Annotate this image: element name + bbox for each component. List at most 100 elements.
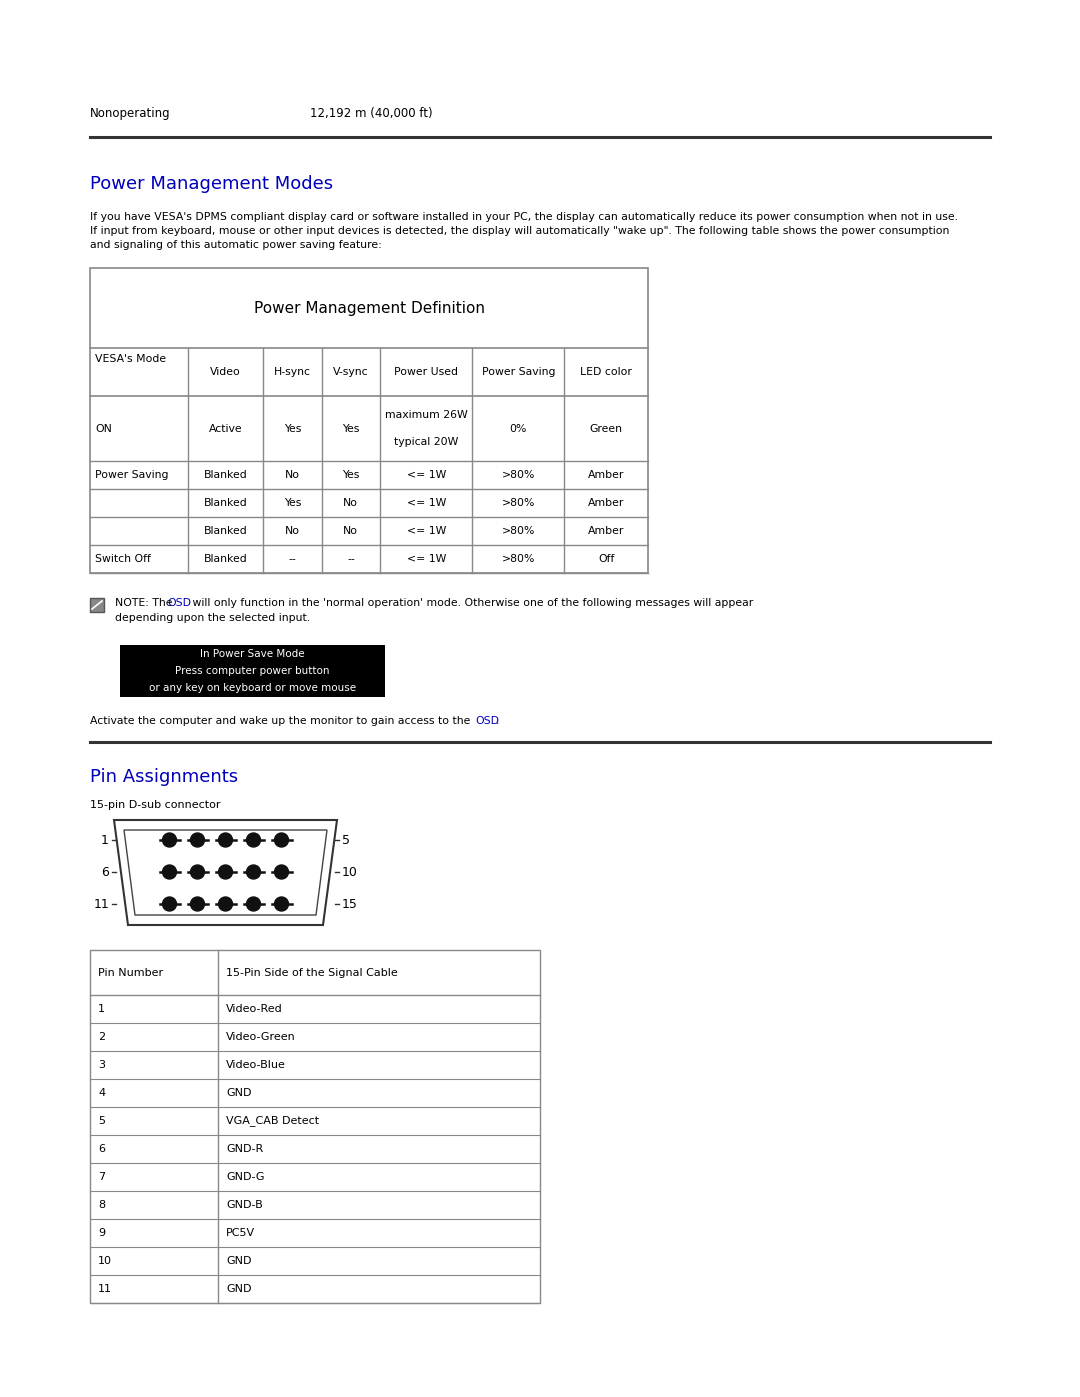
- Text: 8: 8: [98, 1200, 105, 1210]
- Text: <= 1W: <= 1W: [406, 555, 446, 564]
- Text: <= 1W: <= 1W: [406, 497, 446, 509]
- Text: No: No: [285, 527, 300, 536]
- Text: In Power Save Mode: In Power Save Mode: [200, 648, 305, 658]
- Text: >80%: >80%: [501, 555, 535, 564]
- Text: 6: 6: [102, 866, 109, 879]
- Text: Yes: Yes: [284, 497, 301, 509]
- Text: 11: 11: [98, 1284, 112, 1294]
- Text: .: .: [496, 717, 499, 726]
- Text: maximum 26W

typical 20W: maximum 26W typical 20W: [384, 411, 468, 447]
- FancyBboxPatch shape: [120, 645, 384, 697]
- Text: No: No: [285, 469, 300, 481]
- Circle shape: [162, 897, 176, 911]
- Text: GND-B: GND-B: [226, 1200, 264, 1210]
- Text: Yes: Yes: [342, 423, 360, 433]
- Text: Switch Off: Switch Off: [95, 555, 151, 564]
- Text: 5: 5: [98, 1116, 105, 1126]
- Text: Yes: Yes: [342, 469, 360, 481]
- Circle shape: [218, 833, 232, 847]
- Text: Yes: Yes: [284, 423, 301, 433]
- Text: Video-Green: Video-Green: [226, 1032, 296, 1042]
- Text: Power Management Definition: Power Management Definition: [254, 300, 485, 316]
- Text: If you have VESA's DPMS compliant display card or software installed in your PC,: If you have VESA's DPMS compliant displa…: [90, 212, 958, 222]
- Text: H-sync: H-sync: [273, 367, 311, 377]
- Text: LED color: LED color: [580, 367, 632, 377]
- Text: Blanked: Blanked: [203, 497, 247, 509]
- Text: Blanked: Blanked: [203, 527, 247, 536]
- Text: <= 1W: <= 1W: [406, 469, 446, 481]
- Circle shape: [190, 865, 204, 879]
- Circle shape: [162, 833, 176, 847]
- Text: GND: GND: [226, 1088, 252, 1098]
- Text: Power Saving: Power Saving: [482, 367, 555, 377]
- Text: Amber: Amber: [588, 527, 624, 536]
- FancyBboxPatch shape: [90, 268, 648, 573]
- Text: 15-pin D-sub connector: 15-pin D-sub connector: [90, 800, 220, 810]
- Text: PC5V: PC5V: [226, 1228, 255, 1238]
- Text: Power Management Modes: Power Management Modes: [90, 175, 333, 193]
- Text: 10: 10: [98, 1256, 112, 1266]
- Text: Active: Active: [208, 423, 242, 433]
- Text: 0%: 0%: [510, 423, 527, 433]
- Circle shape: [246, 833, 260, 847]
- Text: --: --: [347, 555, 354, 564]
- Text: Amber: Amber: [588, 469, 624, 481]
- Text: VESA's Mode: VESA's Mode: [95, 353, 166, 365]
- Text: 15: 15: [342, 897, 357, 911]
- Text: GND-R: GND-R: [226, 1144, 264, 1154]
- Text: NOTE: The: NOTE: The: [114, 598, 176, 608]
- Text: OSD: OSD: [475, 717, 499, 726]
- Text: >80%: >80%: [501, 469, 535, 481]
- Circle shape: [218, 865, 232, 879]
- Text: Activate the computer and wake up the monitor to gain access to the: Activate the computer and wake up the mo…: [90, 717, 474, 726]
- Text: Blanked: Blanked: [203, 555, 247, 564]
- Text: Nonoperating: Nonoperating: [90, 108, 171, 120]
- Text: 6: 6: [98, 1144, 105, 1154]
- Text: Pin Assignments: Pin Assignments: [90, 768, 238, 787]
- Circle shape: [246, 865, 260, 879]
- Circle shape: [274, 897, 288, 911]
- Text: Amber: Amber: [588, 497, 624, 509]
- Text: Blanked: Blanked: [203, 469, 247, 481]
- Text: If input from keyboard, mouse or other input devices is detected, the display wi: If input from keyboard, mouse or other i…: [90, 226, 949, 236]
- Text: 10: 10: [342, 866, 357, 879]
- Text: or any key on keyboard or move mouse: or any key on keyboard or move mouse: [149, 683, 356, 693]
- Text: No: No: [343, 527, 359, 536]
- Circle shape: [190, 897, 204, 911]
- Circle shape: [246, 897, 260, 911]
- Text: 12,192 m (40,000 ft): 12,192 m (40,000 ft): [310, 108, 433, 120]
- Text: Video-Blue: Video-Blue: [226, 1060, 286, 1070]
- Text: 11: 11: [93, 897, 109, 911]
- Circle shape: [274, 833, 288, 847]
- Text: Off: Off: [598, 555, 615, 564]
- Circle shape: [218, 897, 232, 911]
- Text: GND-G: GND-G: [226, 1172, 265, 1182]
- Text: <= 1W: <= 1W: [406, 527, 446, 536]
- Text: 4: 4: [98, 1088, 105, 1098]
- Text: Video: Video: [210, 367, 241, 377]
- Text: 1: 1: [98, 1004, 105, 1014]
- Text: depending upon the selected input.: depending upon the selected input.: [114, 613, 310, 623]
- Text: V-sync: V-sync: [333, 367, 368, 377]
- Circle shape: [190, 833, 204, 847]
- Text: Press computer power button: Press computer power button: [175, 666, 329, 676]
- Text: 1: 1: [102, 834, 109, 847]
- Text: 15-Pin Side of the Signal Cable: 15-Pin Side of the Signal Cable: [226, 968, 399, 978]
- Text: ON: ON: [95, 423, 112, 433]
- Text: 7: 7: [98, 1172, 105, 1182]
- Circle shape: [274, 865, 288, 879]
- Text: --: --: [288, 555, 296, 564]
- FancyBboxPatch shape: [90, 950, 540, 1303]
- Text: No: No: [343, 497, 359, 509]
- Text: GND: GND: [226, 1256, 252, 1266]
- Text: 2: 2: [98, 1032, 105, 1042]
- Circle shape: [162, 865, 176, 879]
- Text: Power Used: Power Used: [394, 367, 458, 377]
- Text: VGA_CAB Detect: VGA_CAB Detect: [226, 1116, 320, 1126]
- Text: 9: 9: [98, 1228, 105, 1238]
- FancyBboxPatch shape: [90, 598, 104, 612]
- Text: Pin Number: Pin Number: [98, 968, 163, 978]
- Text: Power Saving: Power Saving: [95, 469, 168, 481]
- Text: and signaling of this automatic power saving feature:: and signaling of this automatic power sa…: [90, 240, 381, 250]
- Text: OSD: OSD: [167, 598, 191, 608]
